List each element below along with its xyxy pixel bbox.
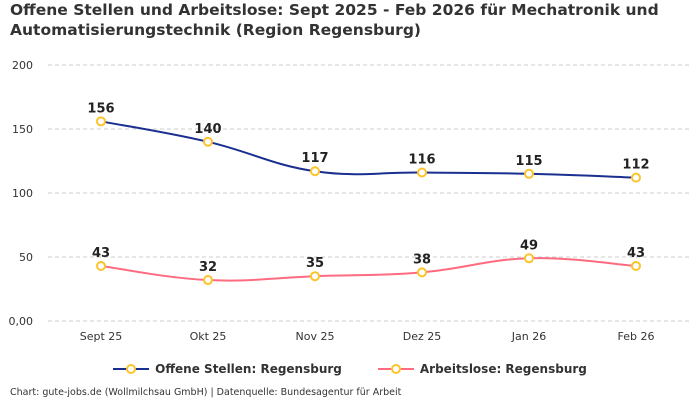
- series-line: [100, 257, 637, 282]
- data-label: 38: [413, 252, 431, 267]
- x-tick-label: Nov 25: [296, 330, 335, 343]
- legend-marker-icon: [113, 364, 150, 374]
- data-point: [524, 168, 534, 179]
- data-label: 117: [301, 151, 328, 166]
- data-point: [524, 253, 534, 264]
- y-tick-label: 100: [12, 187, 33, 200]
- y-tick-label: 0,00: [9, 315, 34, 328]
- data-label: 43: [627, 246, 645, 261]
- data-label: 35: [306, 256, 324, 271]
- x-tick-label: Jan 26: [511, 330, 546, 343]
- data-label: 43: [92, 246, 110, 261]
- data-point: [631, 172, 641, 183]
- y-tick-label: 50: [19, 251, 33, 264]
- x-tick-label: Okt 25: [190, 330, 227, 343]
- data-label: 156: [87, 101, 114, 116]
- legend-label: Arbeitslose: Regensburg: [419, 362, 587, 376]
- data-label: 32: [199, 260, 217, 275]
- data-point: [310, 166, 320, 177]
- data-point: [417, 267, 427, 278]
- data-point: [96, 116, 106, 127]
- data-point: [310, 271, 320, 282]
- data-label: 49: [520, 238, 538, 253]
- x-tick-label: Sept 25: [80, 330, 123, 343]
- line-chart: 0,00 50 100 150 200 Sept 25 Okt 25 Nov 25 Dez 25…: [9, 59, 690, 343]
- x-tick-label: Feb 26: [618, 330, 655, 343]
- data-label: 112: [622, 158, 649, 173]
- data-label: 115: [515, 154, 542, 169]
- y-tick-label: 200: [12, 59, 33, 72]
- x-tick-label: Dez 25: [403, 330, 442, 343]
- y-tick-label: 150: [12, 123, 33, 136]
- legend-item[interactable]: Offene Stellen: Regensburg: [113, 362, 342, 376]
- series-line: [100, 120, 637, 179]
- legend-label: Offene Stellen: Regensburg: [155, 362, 342, 376]
- data-label: 116: [408, 153, 435, 168]
- legend: Offene Stellen: Regensburg Arbeitslose: R…: [0, 362, 700, 376]
- data-point: [203, 275, 213, 286]
- data-point: [631, 260, 641, 271]
- data-point: [96, 260, 106, 271]
- legend-marker-icon: [377, 364, 414, 374]
- chart-title: Offene Stellen und Arbeitslose: Sept 202…: [10, 1, 659, 39]
- data-label: 140: [194, 122, 221, 137]
- chart-footer: Chart: gute-jobs.de (Wollmilchsau GmbH) …: [10, 387, 402, 398]
- data-point: [417, 167, 427, 178]
- legend-item[interactable]: Arbeitslose: Regensburg: [377, 362, 587, 376]
- data-point: [203, 136, 213, 147]
